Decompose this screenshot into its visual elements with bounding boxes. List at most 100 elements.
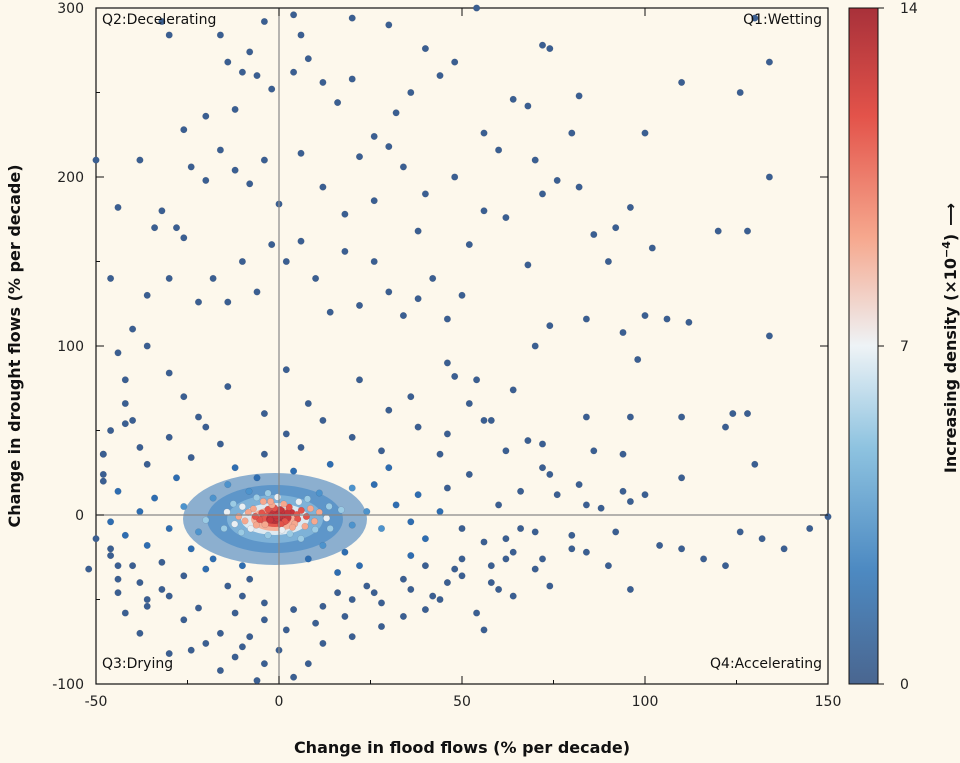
data-point-core-63	[337, 506, 345, 514]
data-point-core-68	[202, 516, 210, 524]
scatter-points	[85, 4, 832, 685]
data-point-scattered-20	[202, 639, 210, 647]
data-point-scattered-185	[158, 18, 166, 26]
data-point-scattered-94	[524, 261, 532, 269]
data-point-scattered-99	[421, 190, 429, 198]
data-point-inner-74	[158, 585, 166, 593]
data-point-scattered-43	[722, 562, 730, 570]
data-point-core-64	[264, 531, 272, 539]
data-point-scattered-92	[539, 190, 547, 198]
data-point-scattered-118	[129, 325, 137, 333]
data-point-scattered-6	[319, 602, 327, 610]
quadrant-label-q4: Q4:Accelerating	[710, 656, 822, 672]
data-point-scattered-128	[224, 298, 232, 306]
data-point-scattered-121	[99, 450, 107, 458]
y-axis-title: Change in drought flows (% per decade)	[5, 164, 24, 527]
data-point-scattered-186	[180, 234, 188, 242]
data-point-scattered-134	[312, 274, 320, 282]
data-point-scattered-36	[517, 525, 525, 533]
data-point-scattered-144	[458, 291, 466, 299]
data-point-scattered-131	[268, 241, 276, 249]
data-point-scattered-167	[480, 129, 488, 137]
data-point-scattered-48	[824, 513, 832, 521]
data-point-inner-99	[451, 372, 459, 380]
data-point-inner-24	[356, 562, 364, 570]
data-point-scattered-168	[495, 146, 503, 154]
data-point-inner-19	[172, 474, 180, 482]
data-point-core-35	[252, 521, 260, 529]
data-point-scattered-31	[451, 565, 459, 573]
data-point-scattered-122	[92, 156, 100, 164]
data-point-scattered-2	[194, 604, 202, 612]
data-point-scattered-73	[546, 322, 554, 330]
data-point-inner-83	[180, 393, 188, 401]
data-point-scattered-208	[656, 541, 664, 549]
data-point-scattered-160	[370, 132, 378, 140]
data-point-scattered-178	[751, 14, 759, 22]
data-point-scattered-104	[356, 153, 364, 161]
data-point-scattered-40	[612, 528, 620, 536]
data-point-inner-26	[421, 535, 429, 543]
data-point-scattered-130	[253, 288, 261, 296]
data-point-scattered-169	[509, 95, 517, 103]
data-point-inner-3	[319, 541, 327, 549]
data-point-core-19	[294, 515, 302, 523]
data-point-scattered-139	[385, 288, 393, 296]
data-point-inner-40	[246, 575, 254, 583]
data-point-scattered-21	[231, 653, 239, 661]
data-point-core-30	[261, 521, 269, 529]
x-tick-label-100: 100	[632, 694, 659, 710]
data-point-scattered-70	[473, 376, 481, 384]
data-point-scattered-38	[568, 531, 576, 539]
data-point-inner-87	[582, 501, 590, 509]
data-point-inner-17	[304, 555, 312, 563]
data-point-core-55	[323, 514, 331, 522]
data-point-inner-6	[253, 474, 261, 482]
data-point-inner-72	[107, 552, 115, 560]
x-tick-label-50: 50	[453, 694, 471, 710]
data-point-scattered-126	[194, 298, 202, 306]
data-point-scattered-19	[436, 596, 444, 604]
data-point-inner-2	[224, 481, 232, 489]
data-point-scattered-143	[443, 315, 451, 323]
data-point-scattered-116	[158, 207, 166, 215]
data-point-inner-93	[604, 562, 612, 570]
data-point-scattered-18	[370, 589, 378, 597]
data-point-scattered-75	[604, 258, 612, 266]
data-point-inner-4	[180, 503, 188, 511]
data-point-scattered-112	[216, 146, 224, 154]
data-point-inner-50	[399, 575, 407, 583]
data-point-scattered-42	[678, 545, 686, 553]
data-point-core-56	[264, 489, 272, 497]
data-point-scattered-154	[348, 75, 356, 83]
data-point-scattered-209	[700, 555, 708, 563]
data-point-core-46	[247, 525, 255, 533]
data-point-inner-44	[421, 562, 429, 570]
data-point-scattered-202	[378, 623, 386, 631]
quadrant-label-q1: Q1:Wetting	[743, 12, 822, 28]
data-point-scattered-158	[216, 31, 224, 39]
data-point-scattered-44	[736, 528, 744, 536]
data-point-scattered-140	[399, 312, 407, 320]
data-point-core-29	[280, 500, 288, 508]
data-point-inner-23	[143, 541, 151, 549]
data-point-inner-29	[238, 562, 246, 570]
quadrant-label-q3: Q3:Drying	[102, 656, 173, 672]
data-point-inner-27	[136, 508, 144, 516]
data-point-scattered-129	[238, 258, 246, 266]
data-point-core-39	[259, 498, 267, 506]
data-point-scattered-16	[312, 619, 320, 627]
data-point-inner-18	[407, 518, 415, 526]
data-point-scattered-113	[202, 176, 210, 184]
data-point-scattered-37	[539, 555, 547, 563]
data-point-scattered-141	[414, 295, 422, 303]
data-point-core-44	[311, 517, 319, 525]
data-point-core-36	[307, 505, 315, 513]
data-point-scattered-146	[202, 112, 210, 120]
data-point-inner-37	[443, 484, 451, 492]
data-point-core-49	[286, 530, 294, 538]
data-point-scattered-204	[421, 606, 429, 614]
data-point-scattered-133	[297, 237, 305, 245]
data-point-scattered-106	[319, 183, 327, 191]
